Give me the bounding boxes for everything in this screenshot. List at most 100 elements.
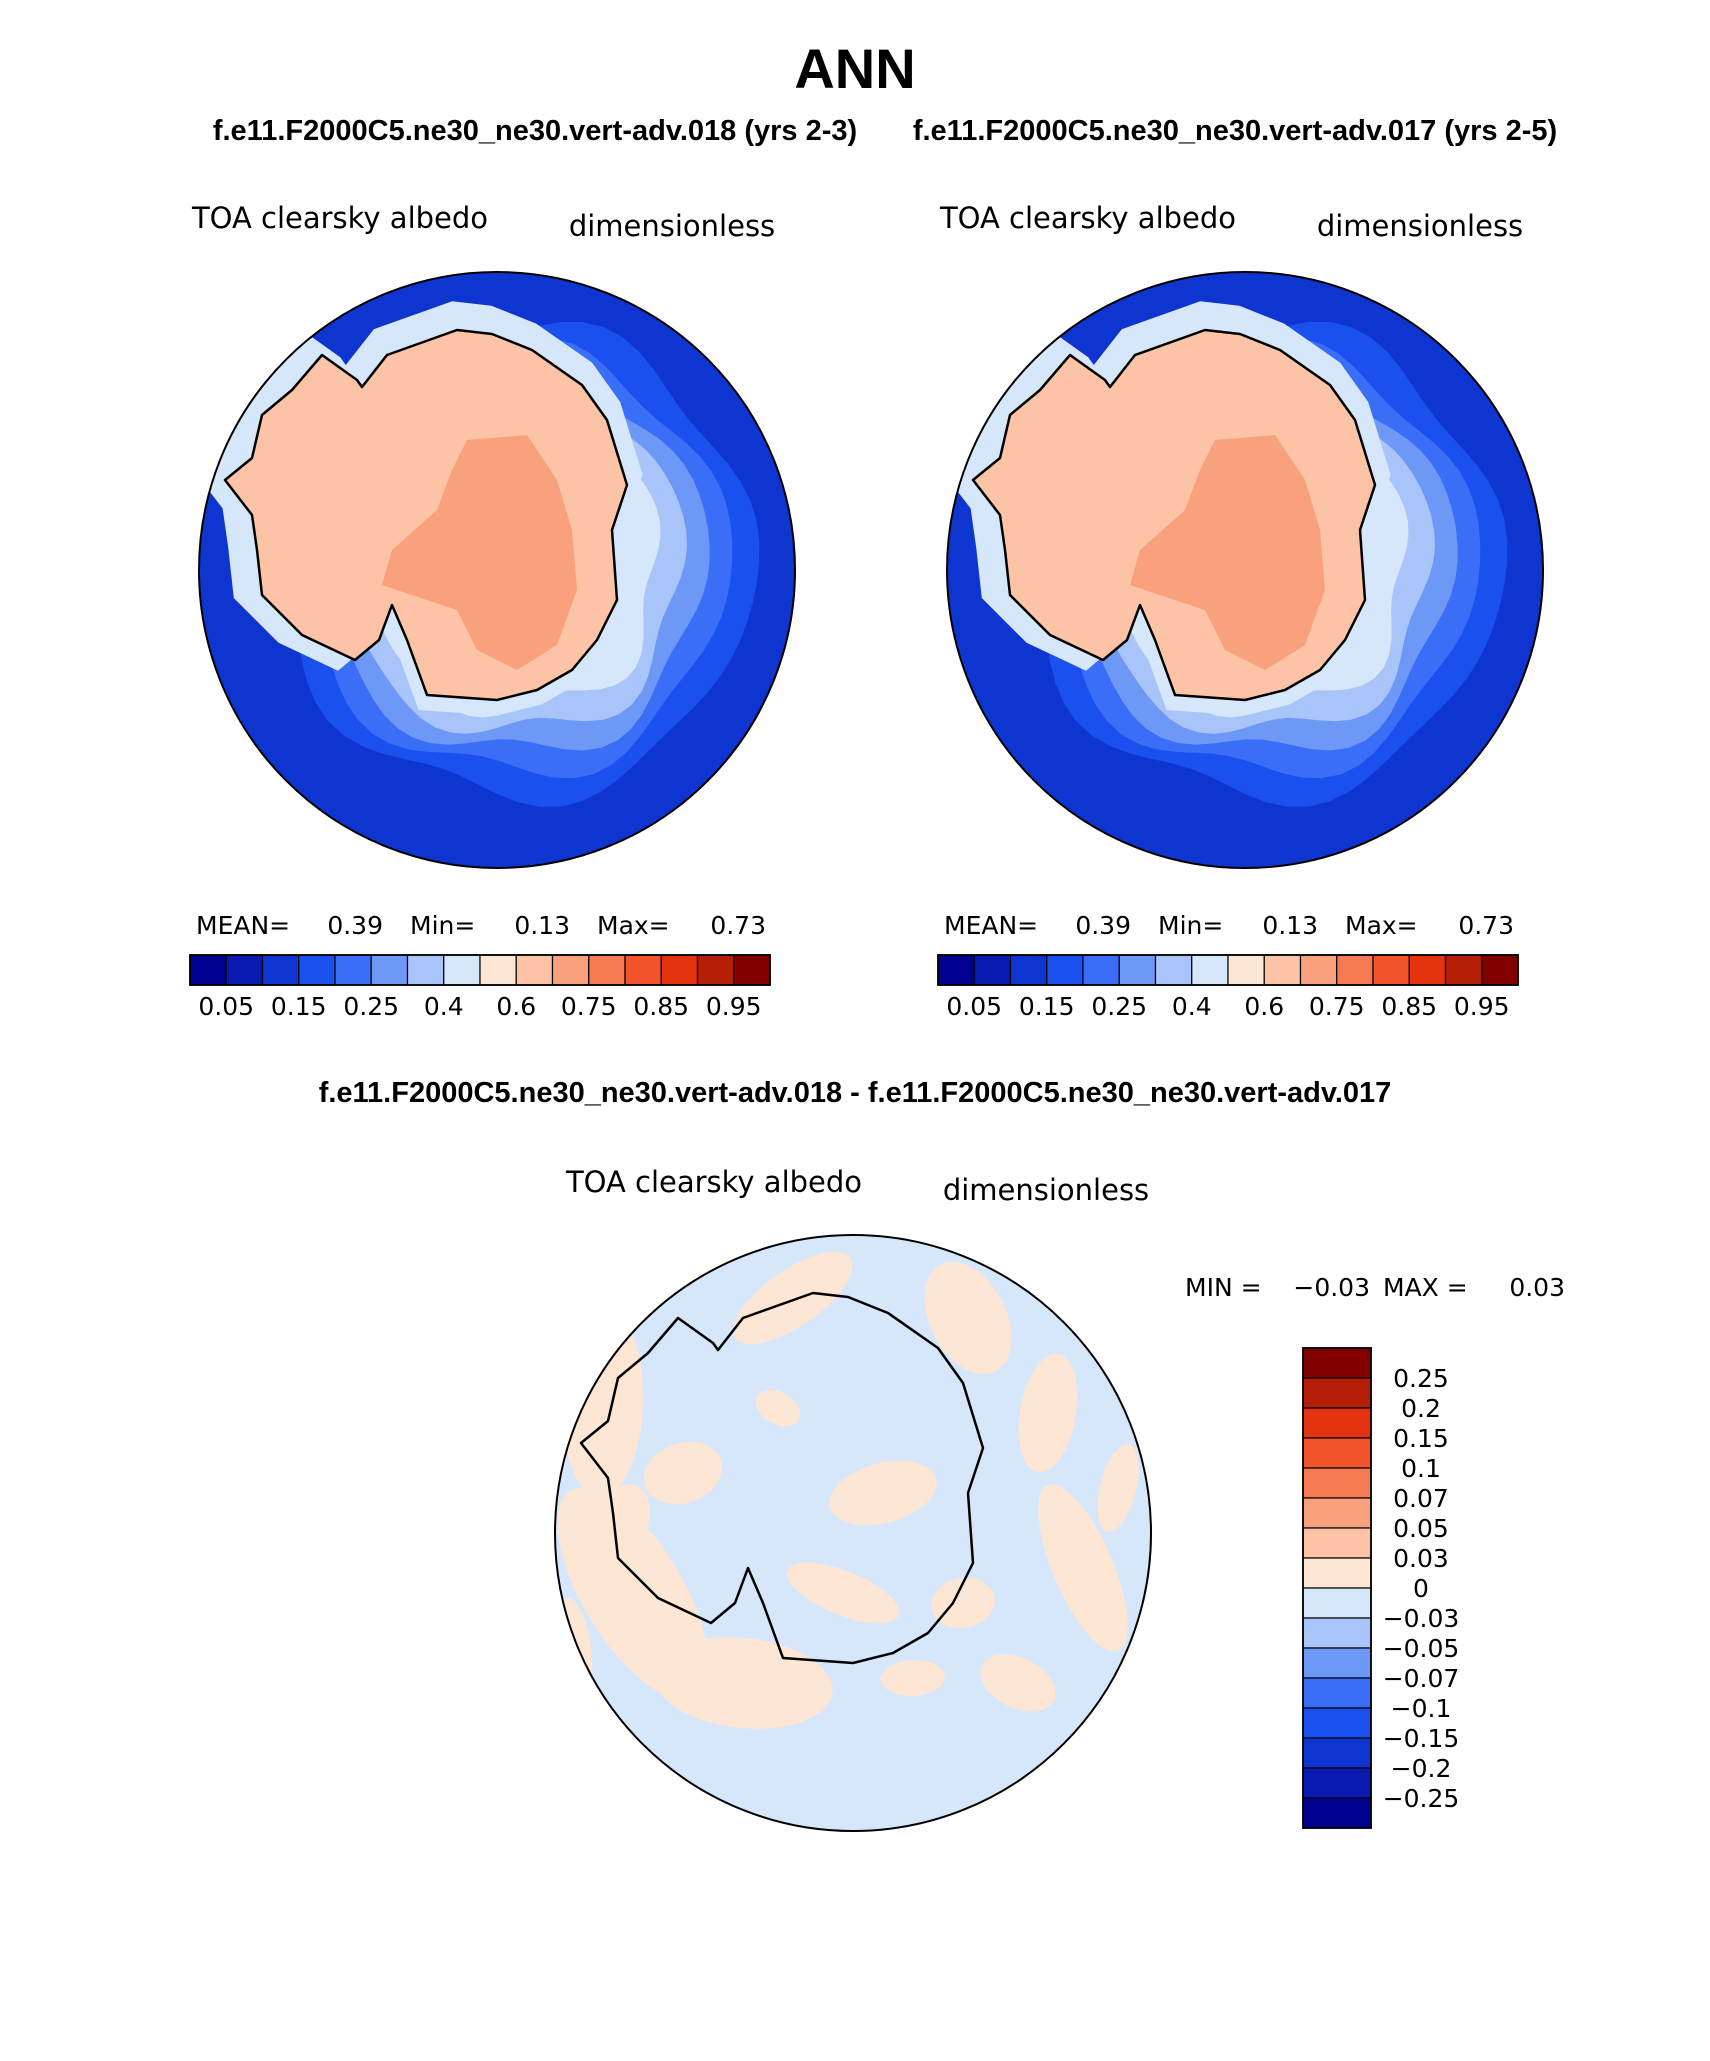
colorbar-tick-label: 0.15 — [271, 992, 327, 1021]
colorbar-tick-label: 0.25 — [1393, 1364, 1449, 1393]
colorbar-box — [1302, 1407, 1372, 1439]
positive-anomaly-patch — [1018, 1353, 1078, 1473]
subtitle-case-017: f.e11.F2000C5.ne30_ne30.vert-adv.017 (yr… — [913, 115, 1557, 147]
panel-3-min-value: −0.03 — [1293, 1273, 1370, 1302]
colorbar-tick-label: 0.4 — [1172, 992, 1212, 1021]
positive-anomaly-patch — [931, 1577, 995, 1629]
colorbar-box — [406, 954, 445, 986]
panel-1-min-value: 0.13 — [514, 911, 570, 940]
colorbar-box — [588, 954, 626, 986]
colorbar-box — [1263, 954, 1302, 986]
colorbar-box — [1302, 1647, 1372, 1679]
colorbar-box — [225, 954, 264, 986]
colorbar-tick-label: 0.25 — [1091, 992, 1147, 1021]
colorbar-box — [1372, 954, 1410, 986]
panel-2-variable: TOA clearsky albedo — [939, 201, 1236, 235]
panel-1-variable: TOA clearsky albedo — [191, 201, 488, 235]
colorbar-box — [1082, 954, 1120, 986]
positive-anomaly-patch — [643, 1441, 723, 1505]
colorbar-frame — [189, 954, 771, 986]
colorbar-box — [1302, 1347, 1372, 1379]
colorbar-box — [479, 954, 517, 986]
positive-anomaly-patch — [829, 1460, 937, 1526]
positive-anomaly-patch — [786, 1562, 900, 1624]
panel-2-map-boundary — [946, 271, 1544, 869]
panel-3-max-value: 0.03 — [1509, 1273, 1565, 1302]
colorbar-box — [1302, 1767, 1372, 1799]
positive-anomaly-patch — [755, 1389, 801, 1427]
positive-anomaly-patch — [596, 1484, 650, 1562]
panel-3-units: dimensionless — [943, 1173, 1149, 1207]
colorbar-box — [1154, 954, 1193, 986]
colorbar-tick-label: −0.2 — [1391, 1754, 1452, 1783]
colorbar-tick-label: 0.6 — [1244, 992, 1284, 1021]
colorbar-tick-label: 0.95 — [706, 992, 762, 1021]
colorbar-tick-label: 0.07 — [1393, 1484, 1449, 1513]
colorbar-tick-label: 0.03 — [1393, 1544, 1449, 1573]
colorbar-tick-label: 0.05 — [946, 992, 1002, 1021]
coastline — [579, 1291, 985, 1665]
colorbar-box — [1444, 954, 1483, 986]
difference-title: f.e11.F2000C5.ne30_ne30.vert-adv.018 - f… — [319, 1077, 1392, 1109]
colorbar-frame — [937, 954, 1519, 986]
panel-1-max-value: 0.73 — [710, 911, 766, 940]
positive-anomaly-patch — [980, 1654, 1056, 1712]
colorbar-box — [1302, 1587, 1372, 1619]
colorbar-box — [1302, 1527, 1372, 1559]
colorbar-tick-label: −0.05 — [1383, 1634, 1460, 1663]
positive-anomaly-patch — [924, 1261, 1012, 1375]
colorbar-tick-label: 0.85 — [633, 992, 689, 1021]
panel-case-017: TOA clearsky albedo dimensionless MEAN= … — [937, 201, 1544, 1021]
colorbar-tick-label: −0.25 — [1383, 1784, 1460, 1813]
colorbar-box — [1299, 954, 1338, 986]
colorbar-box — [1408, 954, 1447, 986]
positive-anomaly-patch — [1097, 1444, 1139, 1532]
panel-2-max-label: Max= — [1345, 911, 1418, 940]
colorbar-box — [660, 954, 699, 986]
colorbar-box — [1302, 1707, 1372, 1739]
panel-2-mean-label: MEAN= — [944, 911, 1038, 940]
colorbar-frame — [1302, 1347, 1372, 1829]
positive-anomaly-patch — [1038, 1484, 1128, 1652]
colorbar-box — [937, 954, 975, 986]
panel-1-max-label: Max= — [597, 911, 670, 940]
panel-3-min-label: MIN = — [1185, 1273, 1262, 1302]
colorbar-tick-label: −0.03 — [1383, 1604, 1460, 1633]
colorbar-box — [1302, 1377, 1372, 1409]
panel-2-mean-value: 0.39 — [1075, 911, 1131, 940]
colorbar-tick-label: 0.05 — [198, 992, 254, 1021]
colorbar-box — [298, 954, 336, 986]
colorbar-box — [370, 954, 409, 986]
colorbar-box — [1302, 1497, 1372, 1529]
colorbar-box — [624, 954, 662, 986]
colorbar-box — [1302, 1437, 1372, 1469]
coastline — [971, 328, 1377, 702]
coastline — [223, 328, 629, 702]
colorbar-tick-label: 0.1 — [1401, 1454, 1441, 1483]
colorbar-box — [1302, 1467, 1372, 1499]
colorbar-tick-label: 0.4 — [424, 992, 464, 1021]
colorbar-tick-label: 0.95 — [1454, 992, 1510, 1021]
panel-2-units: dimensionless — [1317, 209, 1523, 243]
subtitle-case-018: f.e11.F2000C5.ne30_ne30.vert-adv.018 (yr… — [213, 115, 857, 147]
colorbar-tick-label: 0.2 — [1401, 1394, 1441, 1423]
panel-3-map-boundary — [554, 1234, 1152, 1832]
panel-1-units: dimensionless — [569, 209, 775, 243]
colorbar-tick-label: 0.15 — [1393, 1424, 1449, 1453]
colorbar-box — [973, 954, 1012, 986]
positive-anomaly-patch — [653, 1637, 833, 1729]
colorbar-tick-label: 0.6 — [496, 992, 536, 1021]
colorbar-box — [1009, 954, 1048, 986]
colorbar-box — [515, 954, 554, 986]
colorbar-tick-label: −0.07 — [1383, 1664, 1460, 1693]
panel-1-min-label: Min= — [410, 911, 475, 940]
colorbar-box — [1336, 954, 1374, 986]
colorbar-box — [696, 954, 735, 986]
colorbar-box — [189, 954, 227, 986]
colorbar-box — [1227, 954, 1265, 986]
colorbar-tick-label: 0.75 — [1309, 992, 1365, 1021]
colorbar-tick-label: 0.75 — [561, 992, 617, 1021]
panel-2-map — [947, 272, 1543, 868]
positive-anomaly-patch — [557, 1486, 709, 1700]
panel-3-colorbar: 0.250.20.150.10.070.050.030−0.03−0.05−0.… — [1302, 1347, 1460, 1829]
